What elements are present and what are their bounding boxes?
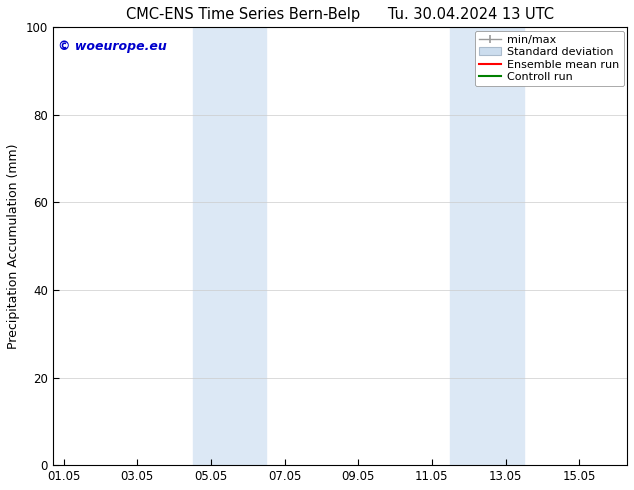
Legend: min/max, Standard deviation, Ensemble mean run, Controll run: min/max, Standard deviation, Ensemble me…	[475, 30, 624, 86]
Y-axis label: Precipitation Accumulation (mm): Precipitation Accumulation (mm)	[7, 144, 20, 349]
Text: © woeurope.eu: © woeurope.eu	[58, 40, 167, 53]
Bar	[450, 27, 524, 465]
Bar	[193, 27, 266, 465]
Title: CMC-ENS Time Series Bern-Belp      Tu. 30.04.2024 13 UTC: CMC-ENS Time Series Bern-Belp Tu. 30.04.…	[126, 7, 554, 22]
